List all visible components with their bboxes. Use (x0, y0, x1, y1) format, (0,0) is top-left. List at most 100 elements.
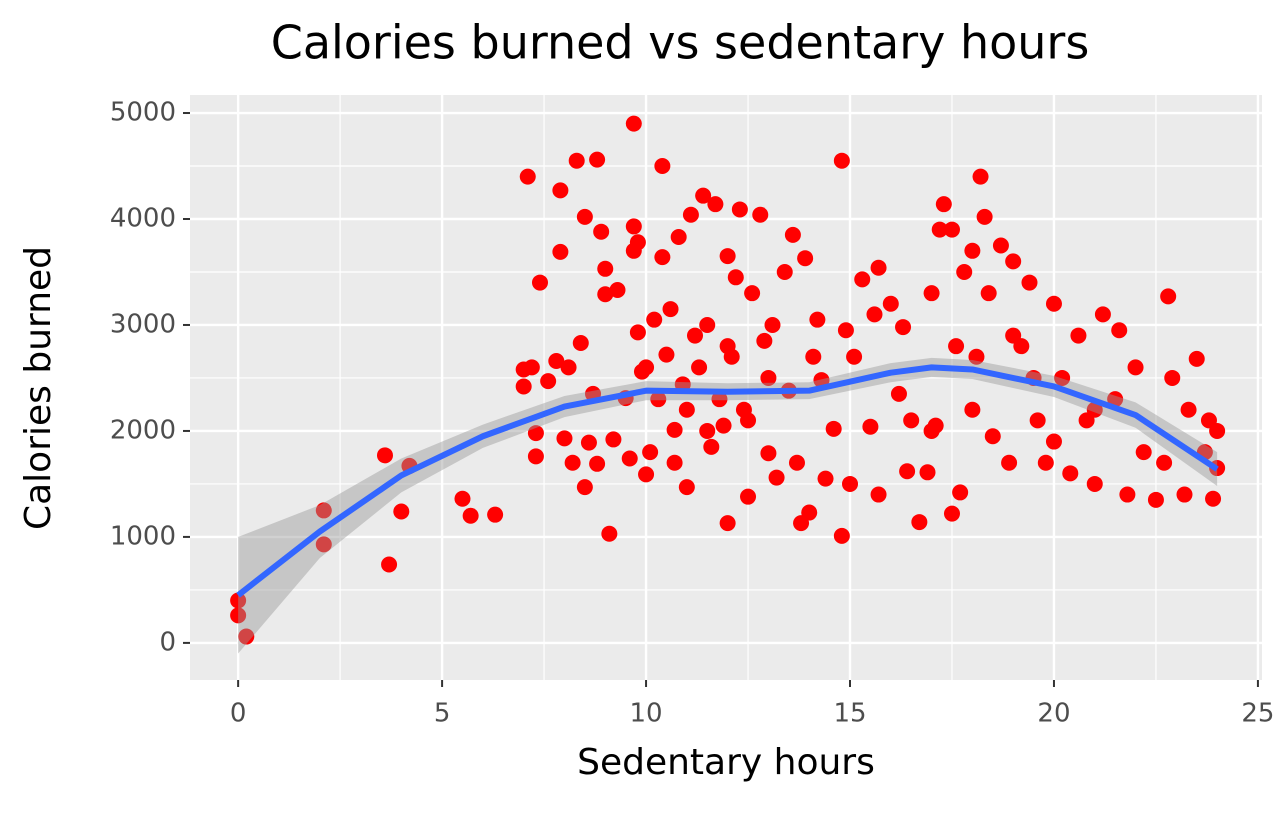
point (597, 286, 614, 303)
point (895, 319, 912, 336)
point (817, 470, 834, 487)
point (833, 152, 850, 169)
x-tick-label: 0 (230, 699, 247, 729)
point (695, 187, 712, 204)
confidence-band (238, 357, 1218, 654)
point (238, 628, 255, 645)
point (740, 412, 757, 429)
point (968, 348, 985, 365)
point (654, 249, 671, 266)
point (711, 391, 728, 408)
y-tick-label: 4000 (110, 203, 176, 233)
point (931, 221, 948, 238)
point (788, 454, 805, 471)
point (560, 359, 577, 376)
point (870, 486, 887, 503)
point (1045, 433, 1062, 450)
point (552, 182, 569, 199)
point (1176, 486, 1193, 503)
point (952, 484, 969, 501)
point (1147, 491, 1164, 508)
point (1135, 444, 1152, 461)
point (935, 196, 952, 213)
point (642, 444, 659, 461)
point (1070, 327, 1087, 344)
point (523, 359, 540, 376)
plot-panel (190, 95, 1262, 680)
point (1001, 454, 1018, 471)
point (1045, 295, 1062, 312)
point (682, 206, 699, 223)
point (1111, 322, 1128, 339)
point (919, 464, 936, 481)
point (1119, 486, 1136, 503)
chart-title: Calories burned vs sedentary hours (271, 16, 1090, 70)
point (964, 242, 981, 259)
point (1156, 454, 1173, 471)
point (597, 260, 614, 277)
point (376, 447, 393, 464)
point (923, 285, 940, 302)
point (531, 274, 548, 291)
point (882, 295, 899, 312)
point (833, 527, 850, 544)
point (686, 327, 703, 344)
point (548, 353, 565, 370)
point (666, 421, 683, 438)
point (1094, 306, 1111, 323)
point (801, 504, 818, 521)
point (670, 229, 687, 246)
point (1205, 490, 1222, 507)
point (948, 338, 965, 355)
point (462, 507, 479, 524)
point (715, 417, 732, 434)
point (866, 306, 883, 323)
point (519, 168, 536, 185)
point (837, 322, 854, 339)
point (805, 348, 822, 365)
point (1086, 475, 1103, 492)
point (943, 505, 960, 522)
point (964, 401, 981, 418)
point (1021, 274, 1038, 291)
point (381, 556, 398, 573)
y-axis-title: Calories burned (18, 246, 59, 530)
point (589, 151, 606, 168)
point (825, 420, 842, 437)
point (527, 425, 544, 442)
point (572, 334, 589, 351)
point (707, 196, 724, 213)
point (842, 475, 859, 492)
point (609, 282, 626, 298)
y-tick-label: 1000 (110, 521, 176, 551)
point (760, 445, 777, 462)
point (992, 237, 1009, 254)
point (899, 463, 916, 480)
point (744, 285, 761, 302)
point (315, 502, 332, 519)
point (487, 506, 504, 523)
x-tick-label: 25 (1241, 699, 1274, 729)
point (1029, 412, 1046, 429)
x-tick-label: 20 (1037, 699, 1070, 729)
point (658, 346, 675, 363)
point (568, 152, 585, 169)
point (1188, 350, 1205, 367)
point (564, 454, 581, 471)
point (740, 488, 757, 505)
point (1180, 401, 1197, 418)
point (589, 455, 606, 472)
y-tick-label: 2000 (110, 415, 176, 445)
point (923, 422, 940, 439)
x-tick-label: 15 (833, 699, 866, 729)
point (972, 168, 989, 185)
y-tick-label: 5000 (110, 98, 176, 128)
point (580, 434, 597, 451)
x-tick-label: 10 (630, 699, 663, 729)
point (691, 359, 708, 376)
point (625, 218, 642, 235)
point (1164, 369, 1181, 386)
y-tick-label: 0 (159, 627, 176, 657)
point (646, 311, 663, 328)
point (1107, 391, 1124, 408)
